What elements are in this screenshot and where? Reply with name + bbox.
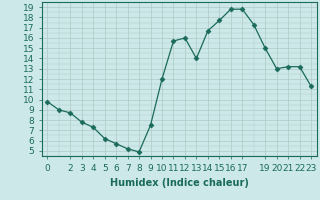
X-axis label: Humidex (Indice chaleur): Humidex (Indice chaleur) bbox=[110, 178, 249, 188]
